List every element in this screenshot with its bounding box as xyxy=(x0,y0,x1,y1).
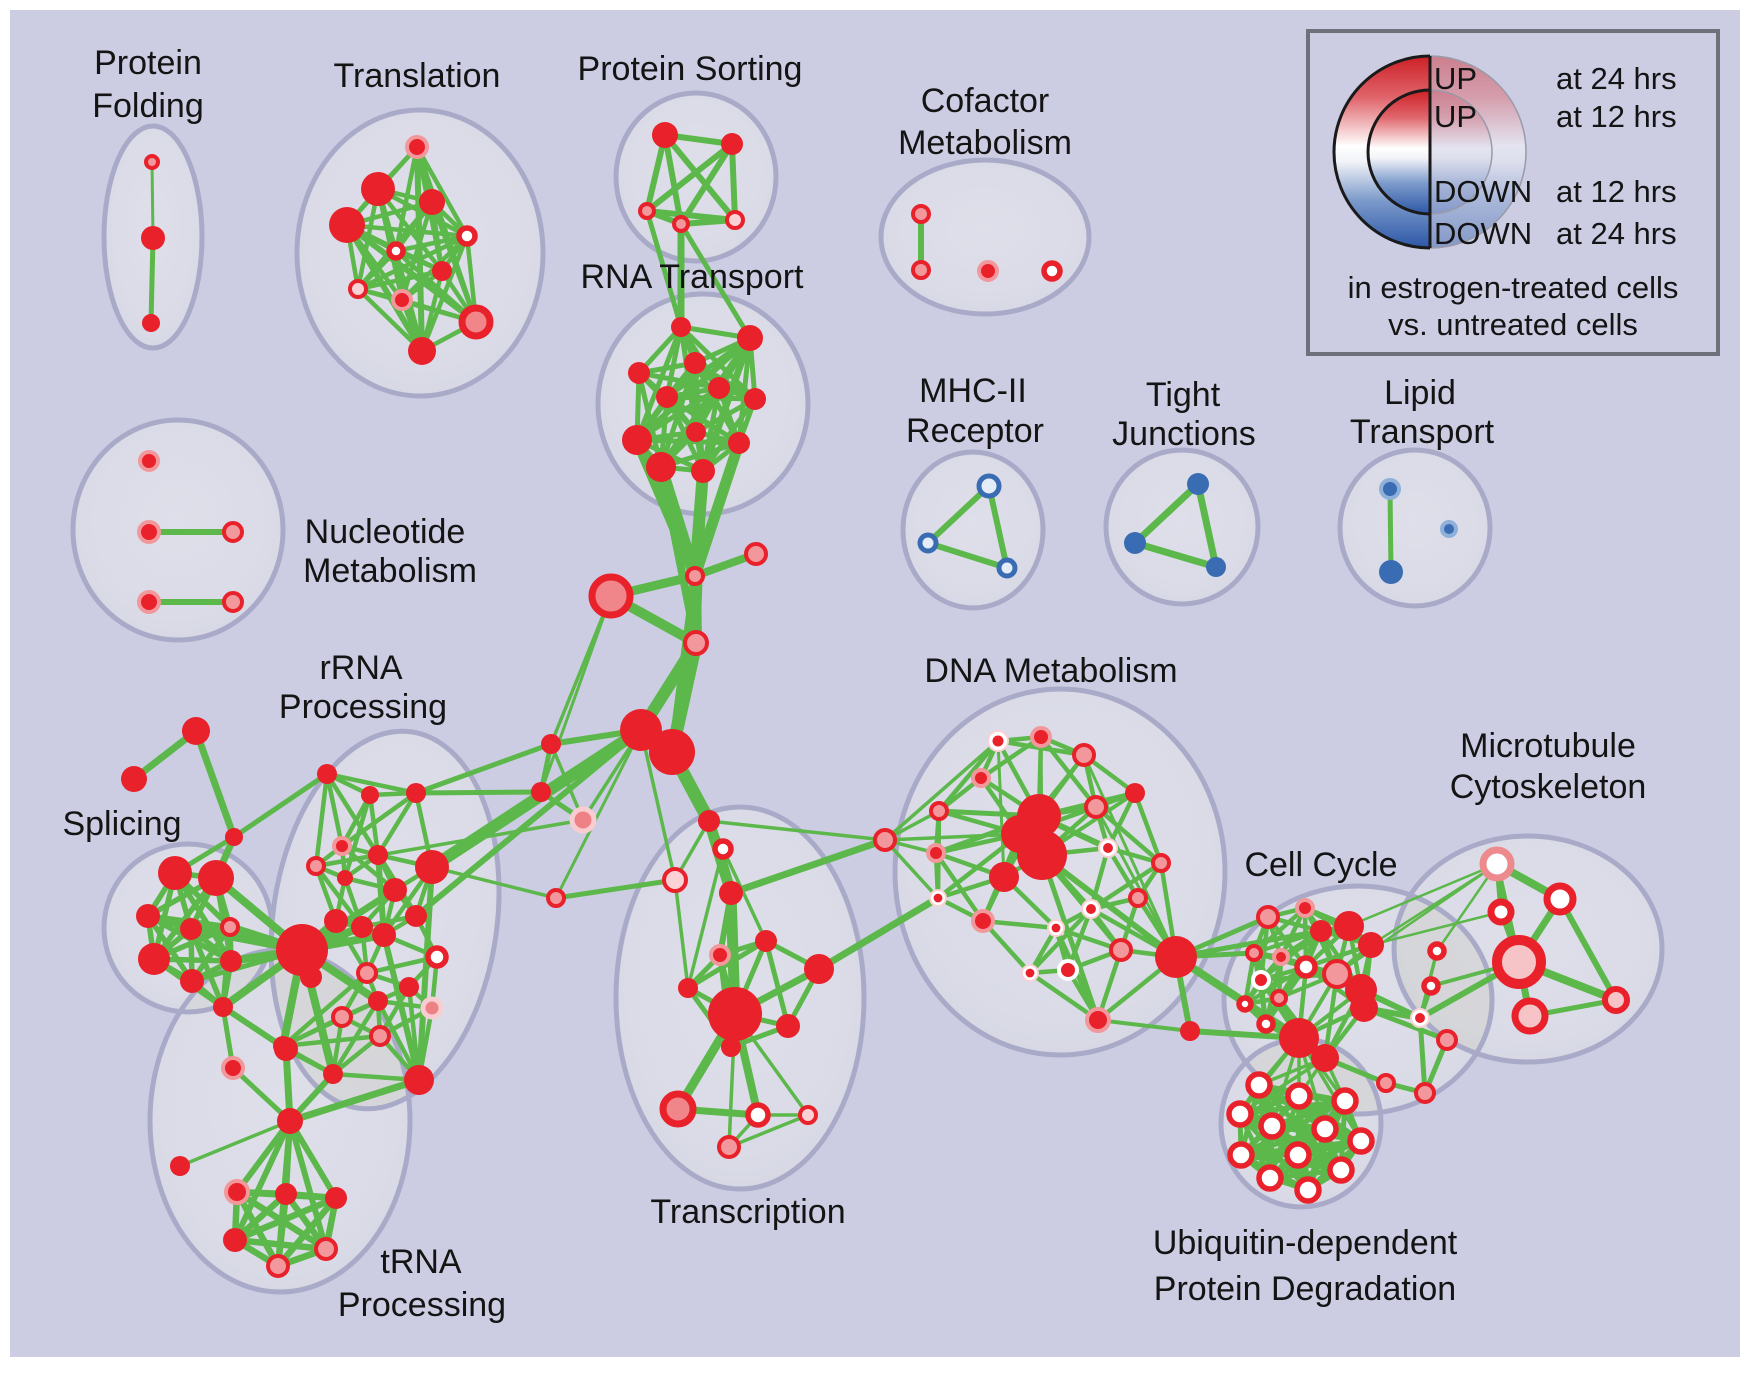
svg-text:DOWN: DOWN xyxy=(1434,216,1532,251)
svg-text:MHC-II: MHC-II xyxy=(919,372,1027,410)
svg-text:rRNA: rRNA xyxy=(319,649,402,687)
svg-text:UP: UP xyxy=(1434,61,1477,96)
svg-text:in estrogen-treated cells: in estrogen-treated cells xyxy=(1348,270,1679,305)
svg-text:Nucleotide: Nucleotide xyxy=(305,513,466,551)
svg-text:Cell Cycle: Cell Cycle xyxy=(1244,846,1397,884)
svg-text:Metabolism: Metabolism xyxy=(898,124,1072,162)
svg-text:Cytoskeleton: Cytoskeleton xyxy=(1450,768,1647,806)
svg-text:DOWN: DOWN xyxy=(1434,174,1532,209)
svg-text:Protein: Protein xyxy=(94,44,202,82)
svg-text:Lipid: Lipid xyxy=(1384,374,1456,412)
svg-text:Processing: Processing xyxy=(338,1286,506,1324)
svg-text:Protein Degradation: Protein Degradation xyxy=(1154,1270,1456,1308)
svg-text:Metabolism: Metabolism xyxy=(303,552,477,590)
svg-text:tRNA: tRNA xyxy=(380,1243,462,1281)
svg-text:Ubiquitin-dependent: Ubiquitin-dependent xyxy=(1153,1224,1458,1262)
svg-text:Protein Sorting: Protein Sorting xyxy=(578,50,803,88)
svg-text:at 12 hrs: at 12 hrs xyxy=(1556,99,1677,134)
svg-text:Splicing: Splicing xyxy=(62,805,181,843)
svg-text:Junctions: Junctions xyxy=(1112,415,1256,453)
svg-text:at 12 hrs: at 12 hrs xyxy=(1556,174,1677,209)
svg-text:Translation: Translation xyxy=(334,57,501,95)
svg-text:Transcription: Transcription xyxy=(650,1193,845,1231)
svg-text:at 24 hrs: at 24 hrs xyxy=(1556,216,1677,251)
svg-text:Microtubule: Microtubule xyxy=(1460,727,1636,765)
svg-text:Processing: Processing xyxy=(279,688,447,726)
svg-text:Receptor: Receptor xyxy=(906,412,1044,450)
svg-text:at 24 hrs: at 24 hrs xyxy=(1556,61,1677,96)
svg-text:DNA Metabolism: DNA Metabolism xyxy=(924,652,1177,690)
svg-text:RNA Transport: RNA Transport xyxy=(581,258,805,296)
svg-text:Folding: Folding xyxy=(92,87,204,125)
svg-text:vs. untreated cells: vs. untreated cells xyxy=(1388,307,1638,342)
svg-text:Tight: Tight xyxy=(1146,376,1221,414)
svg-text:Transport: Transport xyxy=(1350,413,1495,451)
svg-text:UP: UP xyxy=(1434,99,1477,134)
svg-text:Cofactor: Cofactor xyxy=(921,82,1050,120)
